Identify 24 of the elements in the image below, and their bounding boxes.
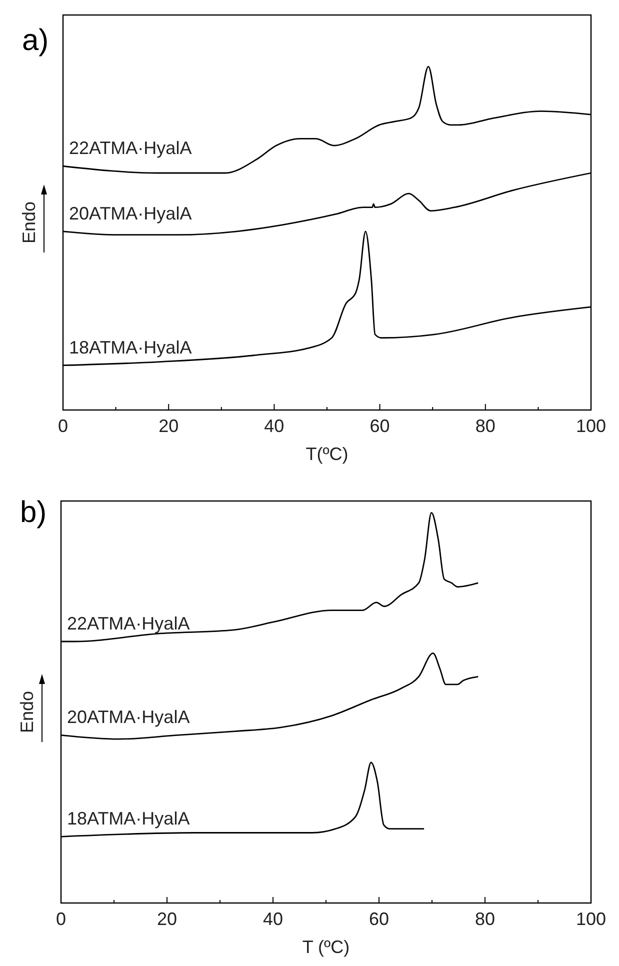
x-tick-label: 40: [264, 416, 284, 436]
x-tick-label: 20: [156, 909, 178, 929]
x-tick-label: 0: [56, 909, 66, 929]
x-tick-label: 60: [370, 416, 390, 436]
x-axis-title: T (ºC): [302, 937, 350, 957]
x-tick-label: 80: [475, 416, 496, 436]
x-tick-label: 20: [158, 416, 179, 436]
series-label: 18ATMA·HyalA: [67, 808, 190, 829]
series-label: 20ATMA·HyalA: [69, 203, 192, 224]
chart-title: a): [22, 24, 49, 57]
chart-title: b): [20, 496, 47, 529]
series-label: 22ATMA·HyalA: [69, 138, 192, 158]
x-tick-label: 100: [576, 909, 606, 929]
series-label: 20ATMA·HyalA: [67, 707, 190, 728]
x-tick-label: 60: [368, 909, 390, 929]
x-tick-label: 80: [474, 909, 496, 929]
x-tick-label: 100: [576, 416, 606, 436]
x-axis-title: T(ºC): [306, 444, 348, 464]
x-tick-label: 0: [58, 416, 68, 436]
x-tick-label: 40: [262, 909, 284, 929]
y-axis-title: Endo: [19, 201, 39, 244]
y-axis-title: Endo: [17, 690, 37, 734]
series-label: 22ATMA·HyalA: [67, 614, 190, 634]
series-label: 18ATMA·HyalA: [69, 337, 192, 358]
